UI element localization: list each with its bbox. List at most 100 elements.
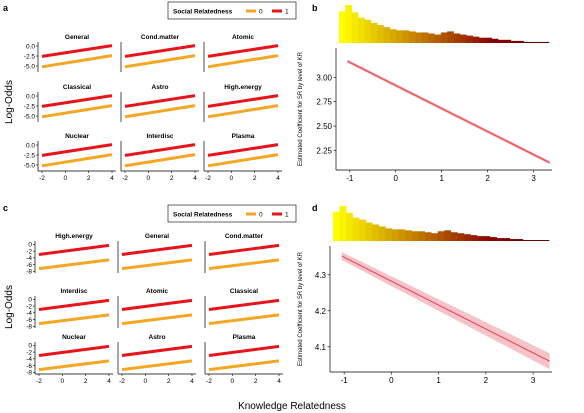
x-tick-label: 0 [394, 174, 399, 183]
series-line-sr-0 [41, 104, 113, 119]
x-tick-label: 1 [439, 174, 444, 183]
series-line-sr-0 [121, 359, 193, 372]
facet-classical: Classical 0.0 -2.5 -5.0 [24, 84, 113, 122]
histogram-bar [542, 41, 550, 43]
histogram-bar [503, 238, 511, 241]
series-line-sr-0 [41, 153, 113, 168]
histogram-bar [491, 38, 499, 43]
y-tick-label: -2.5 [24, 53, 36, 60]
series-line-sr-0 [207, 104, 279, 119]
legend: Social Relatedness 0 1 [167, 204, 297, 223]
histogram-bar [396, 30, 403, 43]
histogram-bar [411, 231, 419, 241]
x-tick-label: 0 [389, 376, 394, 385]
panel-a: a Social Relatedness 0 1 Log-Odds General 0.0 -… [3, 1, 297, 182]
x-tick-label: -1 [346, 174, 354, 183]
histogram-bar [365, 222, 373, 241]
legend-box [167, 1, 297, 20]
histogram-bar [509, 239, 517, 241]
series-line-sr-0 [207, 153, 279, 168]
histogram-bar [444, 230, 452, 241]
histogram-bar [351, 12, 359, 43]
facet-title: General [65, 34, 89, 41]
histogram-bar [418, 231, 425, 241]
x-tick-label: -2 [206, 378, 212, 385]
histogram-bar [389, 29, 397, 43]
series-line-sr-1 [207, 44, 279, 58]
facet-plasma: Plasma -2 0 2 4 [204, 334, 283, 385]
histogram-bar [536, 41, 543, 43]
facet-atomic: Atomic [117, 288, 193, 328]
y-tick-label: -2.5 [24, 152, 36, 159]
histogram-bar [457, 233, 465, 241]
histogram [333, 206, 550, 241]
histogram-bar [402, 30, 410, 43]
facet-title: Interdisc [146, 133, 173, 140]
panel-c: c Social Relatedness 0 1 Log-Odds High.energy… [3, 203, 297, 385]
histogram-bar [510, 40, 518, 43]
histogram-bar [437, 231, 445, 241]
facet-high-energy: High.energy 0-2-4-6-8 [26, 233, 110, 276]
histogram-bar [345, 5, 353, 43]
series-line-sr-1 [121, 344, 193, 357]
panel-letter: d [312, 203, 318, 213]
x-tick-label: -2 [122, 175, 128, 182]
y-tick-label: 0.0 [26, 93, 35, 100]
facet-title: General [145, 233, 169, 240]
y-tick-label: -5.0 [24, 113, 36, 120]
series-line-sr-1 [208, 344, 280, 357]
histogram-bar [490, 237, 497, 241]
histogram-bar [333, 211, 340, 241]
facet-interdisc: Interdisc -2 0 2 4 [120, 133, 199, 182]
histogram-bar [483, 236, 491, 241]
histogram-bar [447, 31, 454, 43]
histogram-bar [372, 224, 380, 241]
panel-letter: a [3, 3, 9, 13]
x-tick-label: 0 [230, 175, 234, 182]
legend-label-1: 1 [285, 212, 289, 219]
panel-d: d -1 0 1 2 3 4.1 4.2 4.3 Estimated Coefficient fo… [298, 203, 552, 385]
x-tick-label: 2 [167, 378, 171, 385]
histogram-bar [516, 239, 524, 241]
x-tick-label: 2 [484, 376, 489, 385]
y-tick-label: -6 [26, 317, 32, 324]
x-tick-label: 3 [531, 376, 536, 385]
y-tick-label: 0.0 [26, 142, 35, 149]
x-tick-label: 2 [485, 174, 490, 183]
y-tick-label: -2 [26, 303, 32, 310]
x-tick-label: -2 [36, 378, 42, 385]
y-tick-label: 4.2 [315, 307, 327, 316]
histogram-bar [496, 238, 504, 241]
facet-title: Astro [149, 334, 166, 341]
x-tick-label: 4 [190, 378, 194, 385]
series-line-sr-0 [124, 153, 196, 168]
histogram-bar [453, 33, 461, 43]
x-tick-label: 0 [61, 378, 65, 385]
x-tick-label: 2 [87, 175, 91, 182]
confidence-band [341, 252, 550, 370]
x-tick-label: 0 [144, 378, 148, 385]
y-axis-title: Estimated Coefficient for SR by level of… [298, 51, 304, 166]
series-line-sr-0 [207, 54, 279, 69]
x-axis-label: Knowledge Relatedness [238, 401, 346, 412]
histogram-bar [359, 219, 367, 241]
facet-nuclear: Nuclear -2 0 2 4 0.0 -2.5 -5.0 [24, 133, 116, 182]
histogram-bar [529, 41, 537, 43]
series-line-sr-0 [38, 258, 110, 271]
facet-title: Plasma [233, 334, 256, 341]
series-line-sr-1 [121, 298, 193, 311]
y-tick-label: 2.75 [316, 98, 332, 107]
y-tick-label: 0 [28, 343, 32, 350]
facet-title: Atomic [146, 288, 168, 295]
y-tick-label: -6 [26, 363, 32, 370]
histogram-bar [378, 226, 386, 241]
series-line-sr-1 [124, 44, 196, 58]
y-tick-label: 3.00 [316, 73, 332, 82]
histogram-bar [383, 27, 391, 43]
x-tick-label: 4 [276, 175, 280, 182]
facet-title: Plasma [232, 133, 255, 140]
legend-label-1: 1 [285, 9, 289, 16]
histogram-bar [385, 228, 393, 241]
histogram-bar [434, 34, 442, 43]
